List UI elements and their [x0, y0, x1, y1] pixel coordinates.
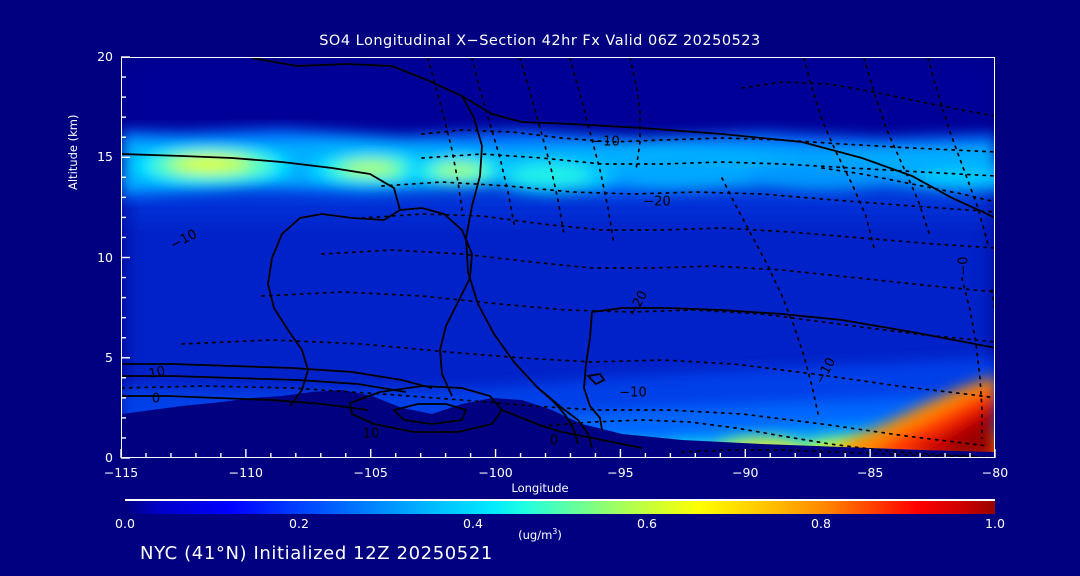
x-tick-label: −100: [478, 465, 513, 480]
colorbar-tick-label: 0.2: [289, 516, 309, 531]
x-axis-title: Longitude: [511, 481, 569, 495]
contour-label: 10: [362, 426, 380, 442]
x-tick-label: −95: [607, 465, 634, 480]
y-tick-label: 15: [97, 149, 113, 165]
contour-label: −0: [956, 256, 972, 276]
colorbar-unit-text: (ug/m: [518, 527, 553, 542]
cross-section-field: [122, 58, 994, 457]
chart-title: SO4 Longitudinal X−Section 42hr Fx Valid…: [319, 33, 761, 49]
contour-label: 0: [549, 433, 559, 449]
colorbar: [125, 499, 995, 514]
colorbar-unit-exponent: 3: [552, 527, 558, 536]
x-tick-label: −105: [353, 465, 388, 480]
colorbar-unit-label: (ug/m3): [0, 527, 1080, 542]
colorbar-tick-label: 0.6: [637, 516, 657, 531]
colorbar-gradient: [125, 501, 995, 514]
init-footer-label: NYC (41°N) Initialized 12Z 20250521: [140, 543, 493, 564]
colorbar-tick-label: 0.0: [115, 516, 135, 531]
colorbar-tick-label: 1.0: [985, 516, 1005, 531]
x-tick-label: −115: [103, 465, 139, 480]
y-tick-label: 5: [105, 349, 113, 365]
solid-contour-lines: [122, 58, 994, 449]
contour-label: 0: [151, 391, 161, 407]
colorbar-unit-paren: ): [557, 527, 562, 542]
dotted-isotherm-lines: [122, 58, 994, 457]
x-tick-label: −90: [732, 465, 759, 480]
colorbar-tick-label: 0.4: [463, 516, 483, 531]
contour-label: −10: [619, 385, 647, 401]
contour-label: −10: [592, 134, 620, 150]
x-tick-label: −80: [981, 465, 1009, 480]
y-tick-label: 0: [105, 450, 113, 465]
y-tick-label: 20: [97, 49, 113, 64]
x-tick-label: −85: [856, 465, 884, 480]
x-tick-label: −110: [228, 465, 264, 480]
colorbar-tick-label: 0.8: [811, 516, 831, 531]
y-axis-title: Altitude (km): [66, 114, 80, 190]
cross-section-plot: −10 10 0 10 0 −10 −20 −20 −10 −10 −0: [121, 57, 995, 458]
y-tick-label: 10: [97, 249, 113, 265]
contour-label: −20: [643, 194, 671, 210]
